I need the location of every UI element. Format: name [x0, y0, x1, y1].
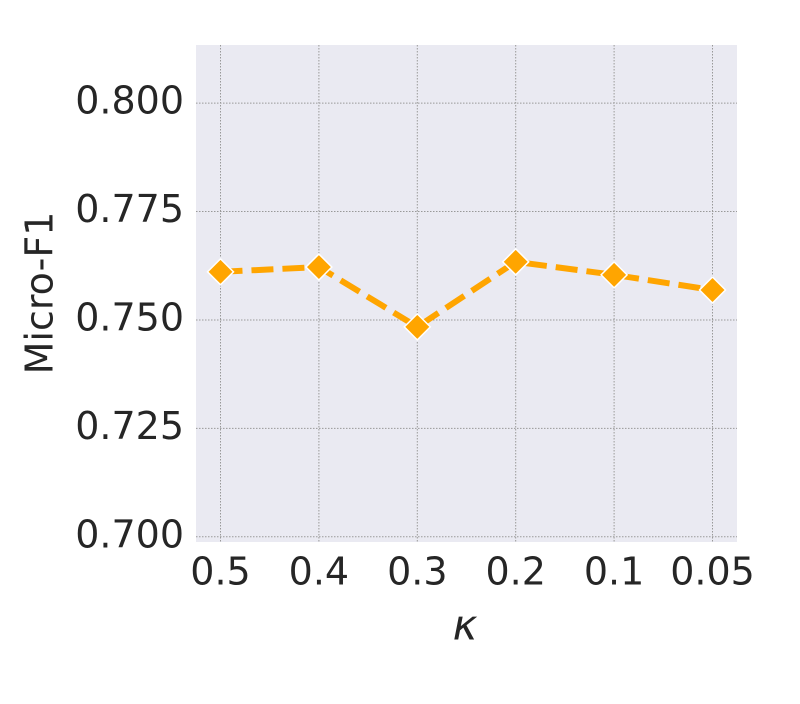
y-tick-label: 0.775 — [75, 187, 184, 231]
y-tick-label: 0.800 — [75, 79, 184, 123]
marker — [501, 247, 530, 276]
y-tick-label: 0.725 — [75, 404, 184, 448]
x-axis-label: κ — [453, 601, 478, 650]
x-tick-label: 0.1 — [584, 550, 644, 594]
series-line — [220, 258, 713, 331]
marker — [698, 275, 727, 305]
x-tick-label: 0.3 — [387, 550, 447, 594]
x-tick-label: 0.4 — [289, 550, 349, 594]
y-axis-label: Micro-F1 — [18, 212, 62, 375]
marker — [600, 260, 629, 289]
plot-area — [196, 45, 737, 542]
y-tick-label: 0.750 — [75, 295, 184, 339]
x-tick-label: 0.2 — [485, 550, 545, 594]
marker — [304, 252, 333, 282]
y-tick-label: 0.700 — [75, 512, 184, 556]
marker — [206, 257, 235, 286]
x-tick-label: 0.05 — [670, 550, 755, 594]
marker — [403, 312, 432, 341]
x-tick-label: 0.5 — [190, 550, 250, 594]
